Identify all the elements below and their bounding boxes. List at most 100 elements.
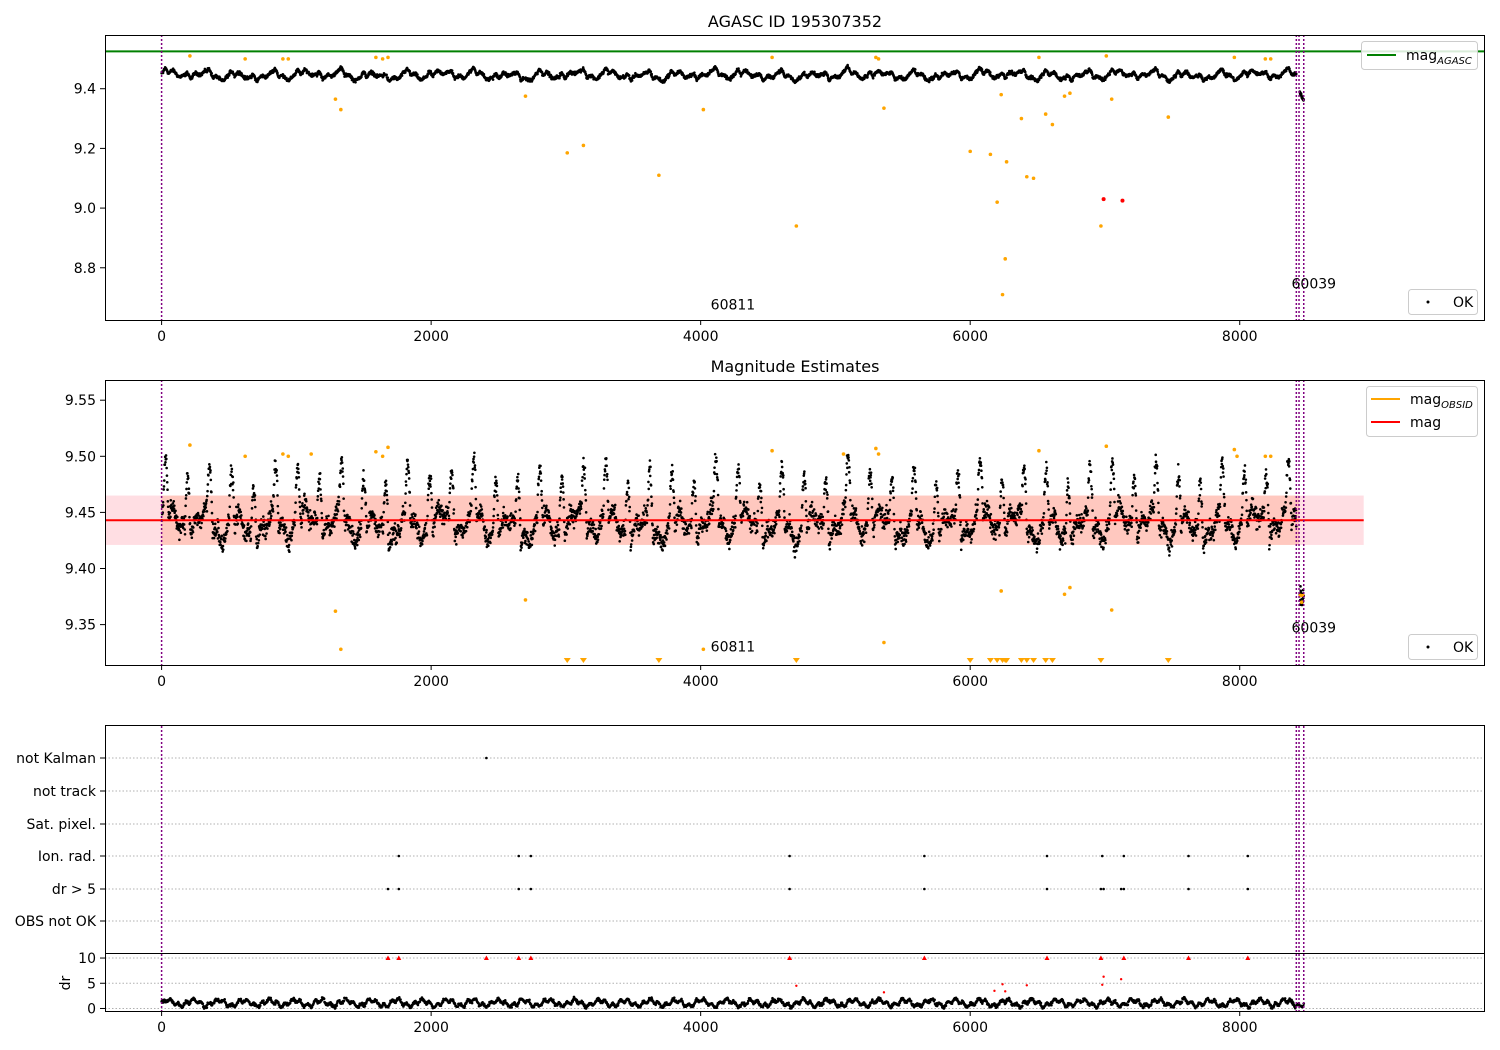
ok-point (162, 479, 166, 482)
ok-point (980, 67, 984, 71)
ok-point (376, 535, 380, 539)
ok-point (433, 525, 436, 529)
ok-point (428, 479, 432, 483)
ok-point (323, 532, 326, 536)
ok-point (169, 515, 172, 519)
ok-point (452, 486, 455, 490)
ok-point (290, 538, 293, 542)
ok-point (191, 530, 195, 534)
x-tick-label: 2000 (413, 329, 449, 345)
mag-obsid-point (1062, 94, 1067, 98)
ok-point (233, 532, 237, 535)
ok-point (649, 70, 653, 73)
ok-point (399, 526, 403, 530)
ok-point (430, 498, 433, 501)
ok-point (162, 485, 166, 488)
ok-point (179, 531, 183, 535)
ok-point (205, 498, 208, 502)
ok-point (336, 509, 340, 513)
ok-point (382, 523, 385, 526)
ok-point (716, 70, 720, 74)
ok-point (162, 488, 165, 491)
ok-point (367, 524, 371, 527)
ok-point (474, 506, 478, 510)
ok-point (468, 512, 472, 516)
ok-point (300, 526, 303, 529)
ok-point (447, 514, 451, 518)
ok-point (258, 533, 262, 536)
ok-point (404, 480, 408, 483)
ok-point (383, 492, 387, 495)
ok-point (359, 522, 362, 526)
mag-obsid-point (1268, 57, 1273, 61)
ok-point (406, 463, 410, 466)
ok-point (224, 532, 228, 536)
ok-point (693, 71, 696, 74)
mag-obsid-point (188, 54, 192, 58)
ok-point (271, 507, 275, 511)
ok-point (183, 532, 187, 536)
ok-point (220, 534, 224, 538)
ok-point (264, 537, 267, 541)
ok-point (627, 74, 631, 77)
mag-obsid-point (339, 107, 343, 112)
ok-point (360, 497, 364, 500)
ok-point (298, 495, 301, 498)
ok-point (294, 510, 297, 514)
ok-point (294, 501, 297, 504)
ok-point (385, 73, 388, 77)
ok-point (314, 513, 317, 517)
ok-point (298, 500, 302, 504)
ok-point (429, 477, 433, 480)
ok-point (231, 475, 235, 479)
ok-point (165, 480, 169, 484)
ok-point (422, 530, 426, 533)
ok-point (276, 71, 279, 75)
ok-point (209, 478, 213, 482)
ok-point (293, 521, 296, 524)
ok-point (306, 508, 309, 511)
ok-point (164, 461, 167, 464)
ok-point (398, 532, 401, 535)
ok-point (226, 76, 230, 79)
ok-point (856, 72, 859, 75)
ok-point (447, 506, 450, 509)
mag-obsid-point (794, 224, 799, 228)
ok-point (421, 539, 424, 543)
ok-point (380, 515, 384, 519)
ok-point (221, 544, 225, 548)
ok-point (240, 514, 243, 517)
ok-point (219, 537, 223, 541)
ok-point (188, 515, 191, 519)
ok-point (414, 513, 417, 516)
ok-point (176, 515, 179, 519)
ok-point (431, 75, 435, 79)
ok-point (293, 523, 297, 527)
mag-obsid-point (770, 55, 774, 60)
ok-point (404, 492, 407, 495)
ok-point (301, 512, 305, 515)
ok-point (1284, 69, 1288, 73)
ok-point (417, 525, 421, 529)
ok-point (294, 486, 298, 489)
ok-point (196, 511, 200, 515)
ok-point (355, 543, 359, 547)
ok-point (871, 76, 875, 80)
ok-point (246, 522, 250, 525)
mag-obsid-point (876, 57, 881, 61)
ok-point (426, 498, 430, 502)
ok-point (208, 463, 211, 466)
ok-point (232, 496, 235, 499)
ok-point (204, 506, 208, 509)
ok-point (450, 69, 454, 72)
ok-point (386, 502, 389, 505)
ok-point (184, 514, 187, 518)
flagged-point (1101, 197, 1106, 202)
ok-point (318, 472, 322, 475)
mag-obsid-point (286, 57, 291, 61)
ok-point (210, 71, 214, 75)
ok-point (169, 498, 173, 502)
ok-point (474, 485, 477, 489)
ok-point (362, 479, 366, 482)
